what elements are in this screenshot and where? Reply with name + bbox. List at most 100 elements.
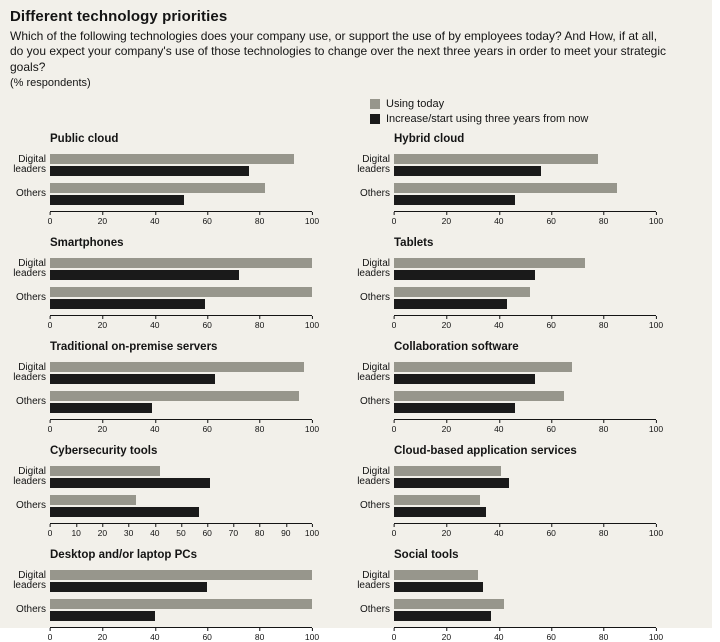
chart-plot-area: Digital leaders Others	[354, 255, 656, 317]
plot	[50, 151, 312, 213]
x-axis: 0 20 40 60 80 100	[10, 628, 319, 642]
x-axis: 0 20 40 60 80 100	[354, 212, 663, 227]
category-label: Others	[15, 603, 46, 615]
axis-tick-label: 40	[150, 212, 160, 227]
category-label: Others	[359, 603, 390, 615]
bar-increase-future	[394, 611, 491, 622]
chart-hybrid-cloud: Hybrid cloud Digital leaders Others 0 20 40 60…	[354, 132, 663, 227]
axis-spacer	[10, 316, 50, 330]
category-labels: Digital leaders Others	[10, 359, 50, 420]
axis-tick-label: 20	[97, 420, 108, 435]
axis-ticks: 0 20 40 60 80 100	[392, 628, 663, 642]
bar-increase-future	[50, 403, 153, 414]
bar-group	[50, 183, 312, 206]
axis-tick-label: 0	[391, 212, 397, 227]
chart-plot-area: Digital leaders Others	[10, 359, 312, 421]
bar-using-today	[50, 362, 305, 373]
axis-tick-label: 60	[202, 212, 212, 227]
bar-using-today	[50, 154, 294, 165]
bar-group	[394, 154, 656, 177]
bar-increase-future	[394, 507, 486, 518]
axis-tick-label: 100	[304, 212, 320, 227]
bar-group	[50, 599, 312, 622]
chart-plot-area: Digital leaders Others	[354, 359, 656, 421]
axis-tick-label: 90	[281, 524, 291, 539]
category-label: Digital leaders	[13, 361, 46, 384]
axis-ticks: 0 20 40 60 80 100	[391, 212, 663, 227]
category-label: Others	[15, 291, 46, 303]
axis-tick-label: 80	[598, 316, 609, 331]
chart-plot-area: Digital leaders Others	[10, 151, 312, 213]
category-labels: Digital leaders Others	[354, 151, 394, 212]
chart-plot-area: Digital leaders Others	[10, 463, 312, 525]
bar-using-today	[394, 466, 502, 477]
plot	[394, 567, 656, 629]
axis-ticks: 0 20 40 60 80 100	[391, 316, 663, 331]
bar-group	[394, 391, 656, 414]
axis-tick-label: 100	[648, 524, 664, 539]
axis-tick-label: 20	[441, 212, 452, 227]
category-labels: Digital leaders Others	[354, 359, 394, 420]
axis-tick-label: 0	[391, 316, 397, 331]
bar-increase-future	[394, 270, 536, 281]
axis-tick-label: 100	[304, 316, 320, 331]
chart-plot-area: Digital leaders Others	[10, 567, 312, 629]
plot	[50, 255, 312, 317]
category-label: Digital leaders	[357, 153, 390, 176]
bar-increase-future	[50, 611, 155, 622]
bar-group	[50, 362, 312, 385]
bar-increase-future	[394, 166, 541, 177]
bar-using-today	[394, 391, 565, 402]
bar-increase-future	[50, 299, 205, 310]
axis-tick-label: 60	[202, 628, 212, 642]
axis-tick-label: 80	[254, 524, 265, 539]
bar-group	[394, 599, 656, 622]
category-label: Digital leaders	[357, 257, 390, 280]
legend-item-increase: Increase/start using three years from no…	[370, 111, 712, 126]
axis-tick-label: 80	[598, 212, 609, 227]
x-axis: 0 20 40 60 80 100	[354, 524, 663, 539]
axis-tick-label: 0	[47, 524, 53, 539]
category-labels: Digital leaders Others	[354, 463, 394, 524]
bar-increase-future	[50, 478, 210, 489]
bar-using-today	[394, 362, 573, 373]
axis-ticks: 0 20 40 60 80 100	[392, 420, 663, 435]
axis-spacer	[354, 628, 394, 642]
category-label: Digital leaders	[357, 569, 390, 592]
bar-group	[50, 495, 312, 518]
category-label: Digital leaders	[357, 361, 390, 384]
bar-using-today	[50, 466, 161, 477]
chart-collaboration-software: Collaboration software Digital leaders Oth…	[354, 340, 663, 435]
bar-increase-future	[394, 374, 536, 385]
category-label: Others	[15, 395, 46, 407]
axis-tick-label: 20	[441, 420, 452, 435]
axis-tick-label: 60	[202, 420, 212, 435]
bar-using-today	[394, 154, 599, 165]
chart-title: Cybersecurity tools	[50, 445, 158, 458]
bar-increase-future	[50, 166, 250, 177]
axis-ticks: 0 20 40 60 80 100	[47, 316, 319, 331]
axis-tick-label: 0	[47, 212, 53, 227]
bar-group	[50, 154, 312, 177]
axis-tick-label: 100	[304, 420, 320, 435]
bar-using-today	[50, 391, 299, 402]
bar-using-today	[50, 183, 265, 194]
bar-using-today	[394, 495, 481, 506]
plot	[394, 359, 656, 421]
axis-spacer	[354, 212, 394, 226]
axis-tick-label: 0	[47, 316, 53, 331]
axis-tick-label: 20	[441, 524, 452, 539]
bar-group	[50, 466, 312, 489]
bar-group	[50, 287, 312, 310]
category-label: Others	[359, 499, 390, 511]
bar-group	[394, 287, 656, 310]
category-label: Digital leaders	[13, 569, 46, 592]
bar-using-today	[394, 287, 531, 298]
page-title: Different technology priorities	[10, 8, 228, 25]
axis-tick-label: 100	[648, 628, 664, 642]
axis-tick-label: 80	[254, 212, 265, 227]
axis-spacer	[354, 316, 394, 330]
axis-tick-label: 100	[304, 524, 320, 539]
axis-spacer	[354, 524, 394, 538]
survey-question: Which of the following technologies does…	[10, 29, 666, 74]
